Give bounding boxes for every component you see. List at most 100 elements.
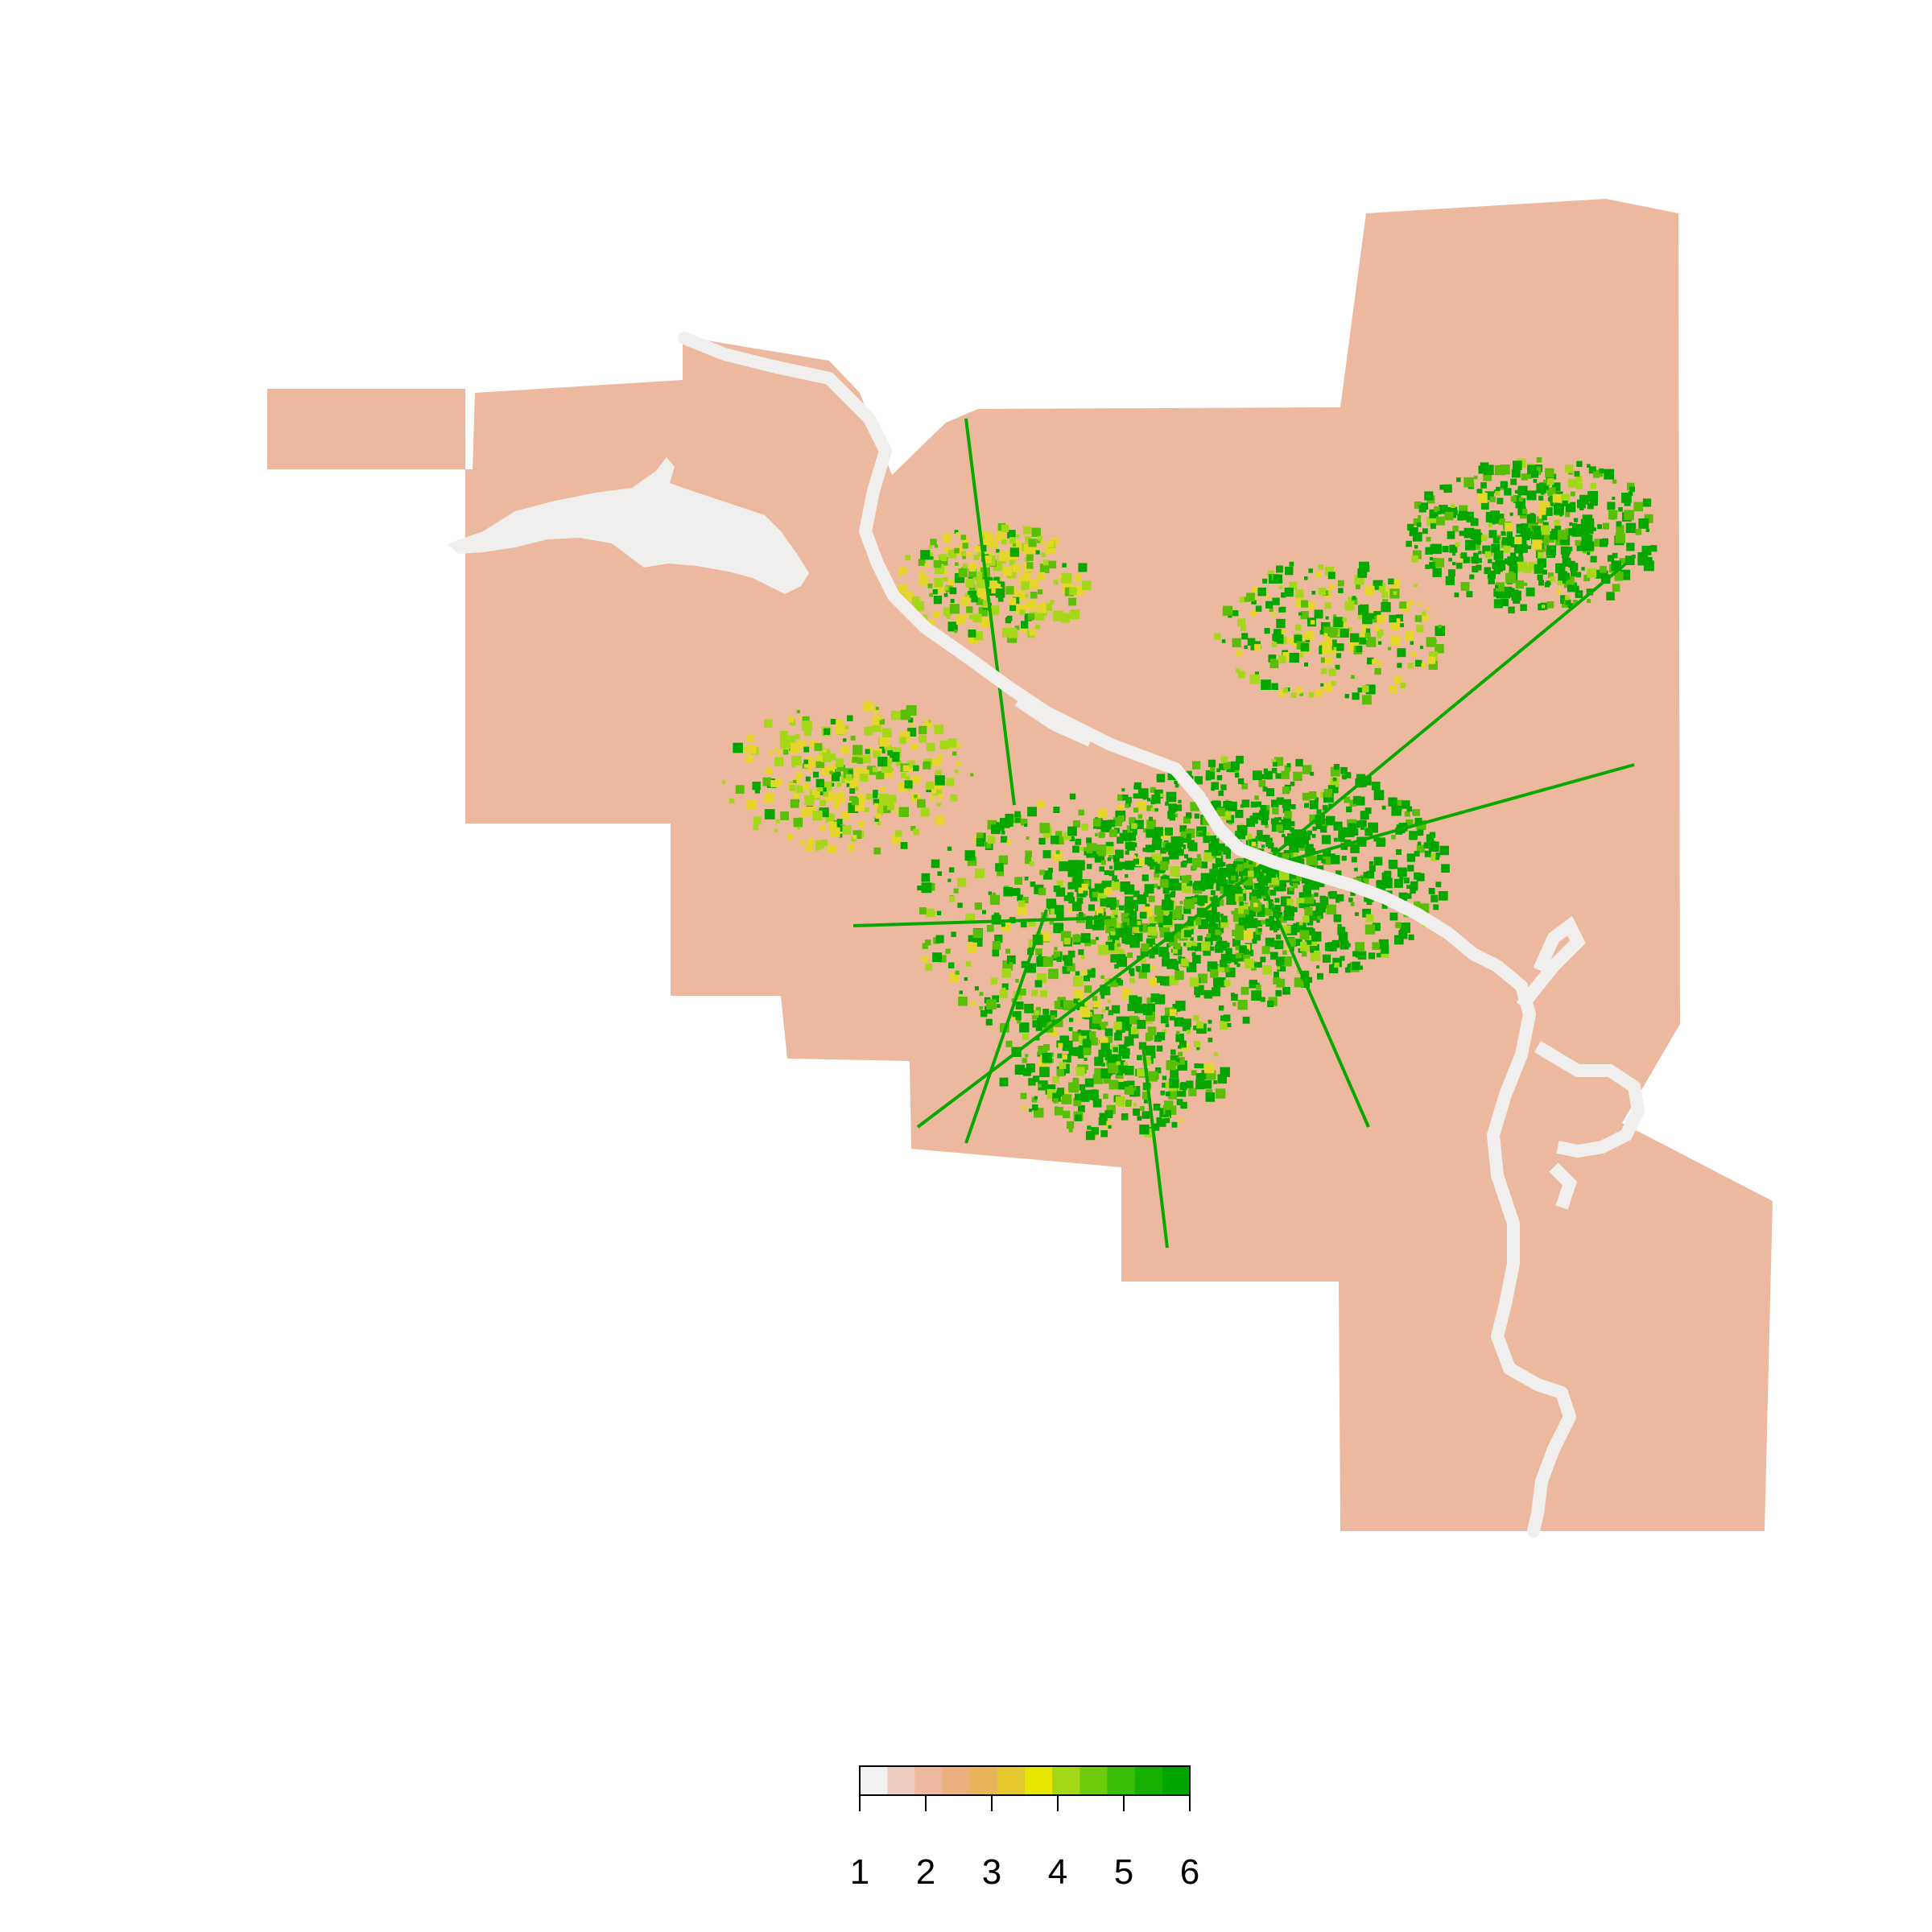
urban-pixel	[1195, 1080, 1205, 1090]
urban-pixel	[911, 775, 920, 784]
urban-pixel	[1024, 857, 1032, 865]
urban-pixel	[1119, 832, 1125, 839]
urban-pixel	[1348, 830, 1355, 838]
urban-pixel	[794, 777, 801, 784]
urban-pixel	[1053, 951, 1061, 959]
urban-pixel	[919, 907, 927, 914]
urban-pixel	[1035, 625, 1040, 630]
urban-pixel	[1569, 522, 1573, 526]
urban-pixel	[1121, 935, 1128, 941]
urban-pixel	[1024, 823, 1028, 828]
urban-pixel	[1187, 857, 1193, 864]
urban-pixel	[1501, 537, 1510, 545]
urban-pixel	[1031, 1014, 1037, 1020]
urban-pixel	[1321, 859, 1326, 864]
urban-pixel	[1193, 942, 1198, 947]
urban-pixel	[1406, 806, 1413, 812]
urban-pixel	[898, 573, 902, 577]
urban-pixel	[1072, 820, 1080, 828]
urban-pixel	[1325, 616, 1329, 620]
urban-pixel	[1542, 605, 1546, 609]
urban-pixel	[1606, 592, 1615, 601]
urban-pixel	[1050, 1010, 1058, 1018]
urban-pixel	[1272, 597, 1280, 605]
urban-pixel	[1554, 519, 1561, 526]
urban-pixel	[1243, 923, 1249, 929]
urban-pixel	[1123, 1062, 1128, 1066]
legend-tick-label-5: 5	[1114, 1852, 1133, 1892]
urban-pixel	[1307, 939, 1312, 945]
urban-pixel	[1153, 1104, 1161, 1111]
urban-pixel	[1316, 965, 1320, 969]
urban-pixel	[865, 807, 869, 812]
urban-pixel	[1071, 902, 1082, 911]
urban-pixel	[1413, 809, 1420, 816]
urban-pixel	[946, 614, 951, 619]
urban-pixel	[995, 863, 1004, 872]
urban-pixel	[1116, 977, 1121, 983]
urban-pixel	[1035, 948, 1042, 956]
urban-pixel	[1224, 942, 1230, 948]
urban-pixel	[1267, 842, 1274, 849]
urban-pixel	[1209, 911, 1220, 923]
urban-pixel	[1014, 625, 1020, 630]
urban-pixel	[1624, 555, 1635, 565]
urban-pixel	[1288, 637, 1296, 645]
urban-pixel	[1287, 833, 1294, 840]
urban-pixel	[1532, 539, 1542, 550]
urban-pixel	[1147, 845, 1155, 852]
urban-pixel	[1141, 874, 1149, 881]
urban-pixel	[1053, 923, 1064, 934]
urban-pixel	[822, 781, 832, 791]
urban-pixel	[1295, 589, 1304, 598]
urban-pixel	[926, 742, 935, 752]
urban-pixel	[1129, 972, 1135, 976]
urban-pixel	[1129, 817, 1136, 824]
urban-pixel	[1406, 853, 1416, 862]
urban-pixel	[1031, 547, 1038, 554]
urban-pixel	[887, 750, 893, 756]
urban-pixel	[1278, 690, 1286, 697]
urban-pixel	[1132, 855, 1137, 859]
urban-pixel	[1452, 552, 1456, 556]
urban-pixel	[1616, 525, 1624, 534]
urban-pixel	[1043, 559, 1049, 566]
urban-road-corridor	[1254, 869, 1370, 1128]
urban-pixel	[1469, 574, 1475, 580]
urban-pixel	[1015, 1001, 1024, 1009]
urban-pixel	[973, 572, 982, 581]
urban-pixel	[1151, 947, 1159, 955]
urban-pixel	[1289, 880, 1295, 886]
urban-pixel	[1324, 567, 1334, 576]
urban-pixel	[1282, 950, 1287, 956]
urban-pixel	[1125, 1026, 1129, 1031]
urban-pixel	[1295, 687, 1302, 694]
urban-pixel	[1074, 575, 1082, 582]
urban-pixel	[1558, 571, 1568, 581]
urban-pixel	[1314, 892, 1319, 898]
urban-pixel	[1212, 800, 1220, 809]
urban-pixel	[1055, 836, 1064, 845]
urban-pixel	[1148, 895, 1155, 902]
urban-pixel	[1302, 915, 1310, 923]
urban-pixel	[1493, 599, 1503, 609]
urban-pixel	[1244, 597, 1250, 602]
urban-pixel	[1105, 941, 1115, 951]
urban-pixel	[1350, 890, 1356, 896]
urban-pixel	[1270, 612, 1276, 617]
urban-pixel	[1121, 1060, 1125, 1065]
urban-pixel	[1306, 856, 1315, 865]
urban-pixel	[1281, 770, 1290, 779]
urban-pixel	[1031, 527, 1041, 537]
urban-pixel	[1241, 799, 1250, 807]
urban-pixel	[849, 780, 859, 790]
urban-pixel	[1224, 869, 1234, 877]
urban-pixel	[1092, 999, 1101, 1008]
urban-pixel	[1414, 545, 1418, 549]
urban-pixel	[1641, 545, 1652, 555]
urban-pixel	[1386, 588, 1393, 594]
urban-pixel	[1627, 482, 1635, 491]
urban-pixel	[1073, 998, 1080, 1005]
urban-pixel	[1249, 861, 1253, 865]
urban-pixel	[786, 833, 794, 840]
